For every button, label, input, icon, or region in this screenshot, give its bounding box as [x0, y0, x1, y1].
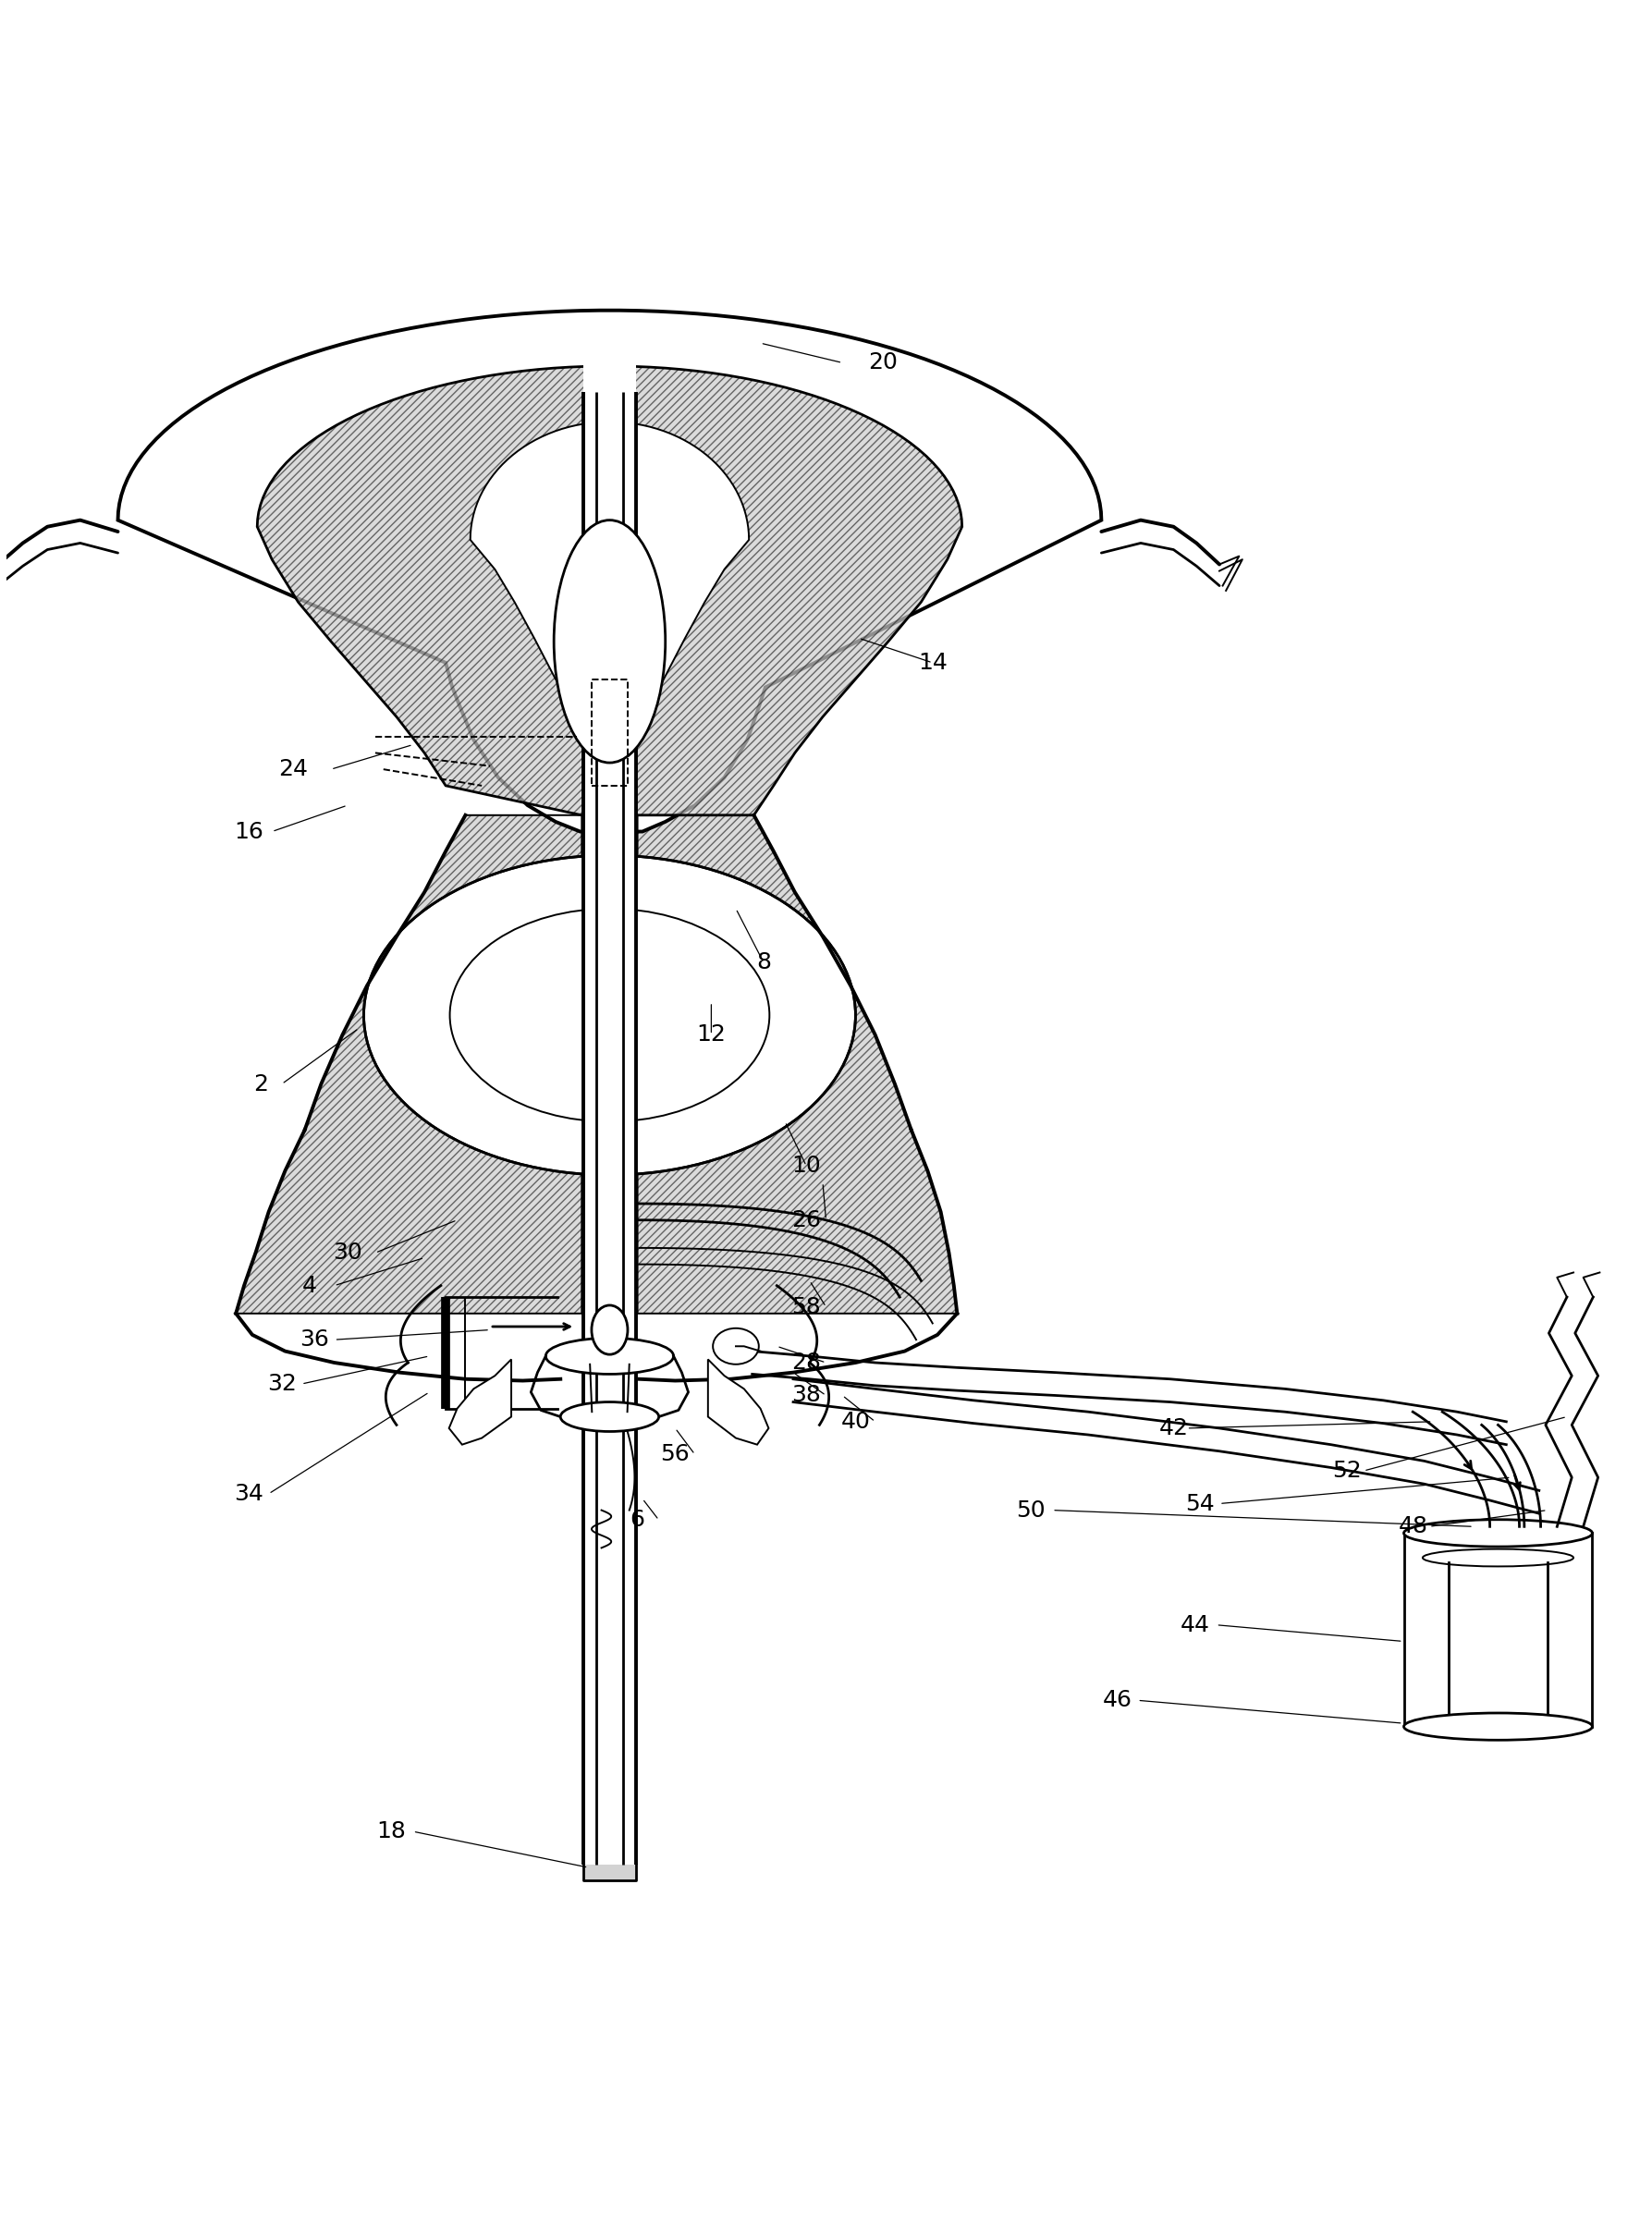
Polygon shape	[258, 365, 961, 815]
Text: 52: 52	[1333, 1459, 1361, 1481]
Polygon shape	[638, 815, 957, 1314]
Polygon shape	[583, 1864, 636, 1880]
Text: 44: 44	[1180, 1615, 1209, 1637]
Text: 46: 46	[1104, 1690, 1133, 1710]
Text: 58: 58	[791, 1296, 821, 1318]
Text: 18: 18	[377, 1819, 406, 1842]
Text: 32: 32	[268, 1372, 296, 1394]
Polygon shape	[471, 421, 748, 719]
Ellipse shape	[591, 1305, 628, 1354]
Bar	[583, 332, 636, 1864]
Text: 50: 50	[1016, 1499, 1046, 1521]
Ellipse shape	[363, 855, 856, 1176]
Ellipse shape	[1422, 1550, 1573, 1566]
Text: 56: 56	[661, 1443, 691, 1465]
Text: 6: 6	[629, 1510, 644, 1532]
Ellipse shape	[560, 1403, 659, 1432]
Ellipse shape	[553, 521, 666, 762]
Text: 16: 16	[235, 820, 264, 842]
Bar	[1404, 1532, 1593, 1726]
Polygon shape	[236, 815, 582, 1314]
Text: 40: 40	[841, 1410, 871, 1432]
Text: 26: 26	[791, 1209, 821, 1232]
Polygon shape	[449, 1358, 510, 1445]
Bar	[591, 679, 628, 786]
Text: 54: 54	[1184, 1492, 1214, 1514]
Text: 4: 4	[302, 1274, 317, 1296]
Text: 2: 2	[253, 1073, 268, 1096]
Text: 28: 28	[791, 1352, 821, 1374]
Ellipse shape	[545, 1338, 674, 1374]
Text: 20: 20	[869, 352, 899, 374]
Text: 36: 36	[301, 1330, 329, 1352]
Ellipse shape	[714, 1327, 758, 1365]
Text: 12: 12	[697, 1024, 725, 1047]
Ellipse shape	[363, 855, 856, 1176]
Ellipse shape	[449, 909, 770, 1122]
Text: 8: 8	[757, 951, 771, 973]
Polygon shape	[709, 1358, 768, 1445]
Polygon shape	[117, 310, 1102, 831]
Ellipse shape	[1404, 1519, 1593, 1548]
Text: 38: 38	[791, 1385, 821, 1407]
Polygon shape	[117, 310, 1102, 831]
Text: 42: 42	[1158, 1416, 1188, 1439]
Text: 24: 24	[279, 757, 307, 779]
Text: 34: 34	[235, 1483, 264, 1505]
Text: 14: 14	[919, 653, 947, 675]
Text: 10: 10	[791, 1156, 821, 1178]
Text: 48: 48	[1398, 1514, 1427, 1537]
Ellipse shape	[1404, 1713, 1593, 1739]
Text: 30: 30	[332, 1243, 362, 1265]
